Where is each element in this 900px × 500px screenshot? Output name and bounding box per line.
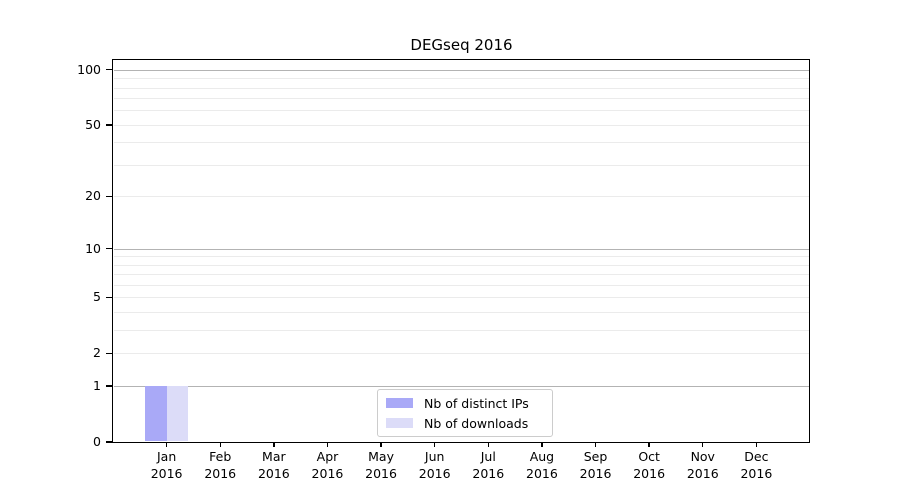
- gridline-major: [114, 386, 809, 388]
- gridline-minor: [114, 353, 809, 355]
- bar-downloads: [166, 386, 189, 441]
- x-axis-tick-label: Mar 2016: [257, 449, 290, 481]
- y-axis-tick-label: 100: [77, 61, 101, 77]
- gridline-minor: [114, 78, 809, 80]
- gridline-minor: [114, 110, 809, 112]
- x-axis-tick-mark: [541, 442, 543, 447]
- y-axis-tick-mark: [106, 385, 112, 387]
- gridline-minor: [114, 256, 809, 258]
- x-axis-tick-mark: [487, 442, 489, 447]
- gridline-minor: [114, 297, 809, 299]
- bar-distinct-ips: [145, 386, 167, 441]
- x-axis-tick-label: Sep 2016: [579, 449, 612, 481]
- y-axis-tick-label: 0: [93, 434, 101, 449]
- x-axis-tick-mark: [648, 442, 650, 447]
- gridline-minor: [114, 124, 809, 126]
- x-axis-tick-mark: [594, 442, 597, 447]
- gridline-minor: [114, 312, 809, 314]
- x-axis-tick-label: May 2016: [365, 449, 397, 481]
- y-axis-tick-mark: [106, 441, 112, 443]
- x-axis-tick-label: Feb 2016: [204, 449, 237, 481]
- chart-title: DEGseq 2016: [410, 36, 513, 54]
- legend-entry-distinct-ips: Nb of distinct IPs: [386, 395, 544, 411]
- x-axis-tick-mark: [380, 442, 382, 447]
- x-axis-tick-mark: [755, 442, 758, 447]
- x-axis-tick-mark: [326, 442, 329, 447]
- y-axis-tick-label: 10: [85, 240, 101, 256]
- gridline-minor: [114, 330, 809, 332]
- x-axis-tick-label: Nov 2016: [686, 449, 719, 481]
- legend-label-distinct-ips: Nb of distinct IPs: [424, 395, 529, 411]
- gridline-minor: [114, 196, 809, 198]
- gridline-minor: [114, 274, 809, 276]
- y-axis-tick-mark: [106, 124, 112, 126]
- gridline-minor: [114, 87, 809, 89]
- y-axis-tick-label: 1: [93, 378, 101, 394]
- x-axis-tick-mark: [702, 442, 704, 447]
- y-axis-tick-label: 5: [93, 289, 101, 305]
- gridline-major: [114, 248, 809, 250]
- legend-label-downloads: Nb of downloads: [424, 415, 529, 431]
- legend-swatch-distinct-ips: [386, 398, 413, 408]
- x-axis-tick-label: Aug 2016: [526, 449, 558, 481]
- x-axis-tick-label: Apr 2016: [311, 449, 344, 481]
- gridline-major: [114, 69, 809, 71]
- x-axis-tick-label: Jun 2016: [418, 449, 451, 481]
- x-axis-tick-mark: [219, 442, 221, 447]
- x-axis-tick-label: Oct 2016: [633, 449, 666, 481]
- gridline-minor: [114, 165, 809, 167]
- x-axis-tick-mark: [165, 442, 168, 447]
- gridline-minor: [114, 285, 809, 287]
- x-axis-tick-label: Jan 2016: [150, 449, 183, 481]
- y-axis-tick-label: 20: [85, 188, 101, 204]
- y-axis-tick-mark: [106, 247, 112, 250]
- legend-swatch-downloads: [386, 418, 413, 428]
- y-axis-tick-mark: [106, 352, 112, 355]
- gridline-minor: [114, 98, 809, 100]
- y-axis-tick-label: 2: [93, 345, 101, 361]
- gridline-minor: [114, 264, 809, 266]
- x-axis-tick-mark: [433, 442, 436, 447]
- y-axis-tick-mark: [106, 195, 112, 198]
- x-axis-tick-label: Jul 2016: [472, 449, 505, 481]
- x-axis-tick-label: Dec 2016: [740, 449, 773, 481]
- gridline-minor: [114, 142, 809, 144]
- x-axis-tick-mark: [273, 442, 275, 447]
- legend: Nb of distinct IPs Nb of downloads: [377, 389, 553, 437]
- y-axis-tick-label: 50: [85, 116, 101, 132]
- y-axis-tick-mark: [106, 296, 112, 299]
- y-axis-tick-mark: [106, 69, 112, 71]
- legend-entry-downloads: Nb of downloads: [386, 415, 544, 431]
